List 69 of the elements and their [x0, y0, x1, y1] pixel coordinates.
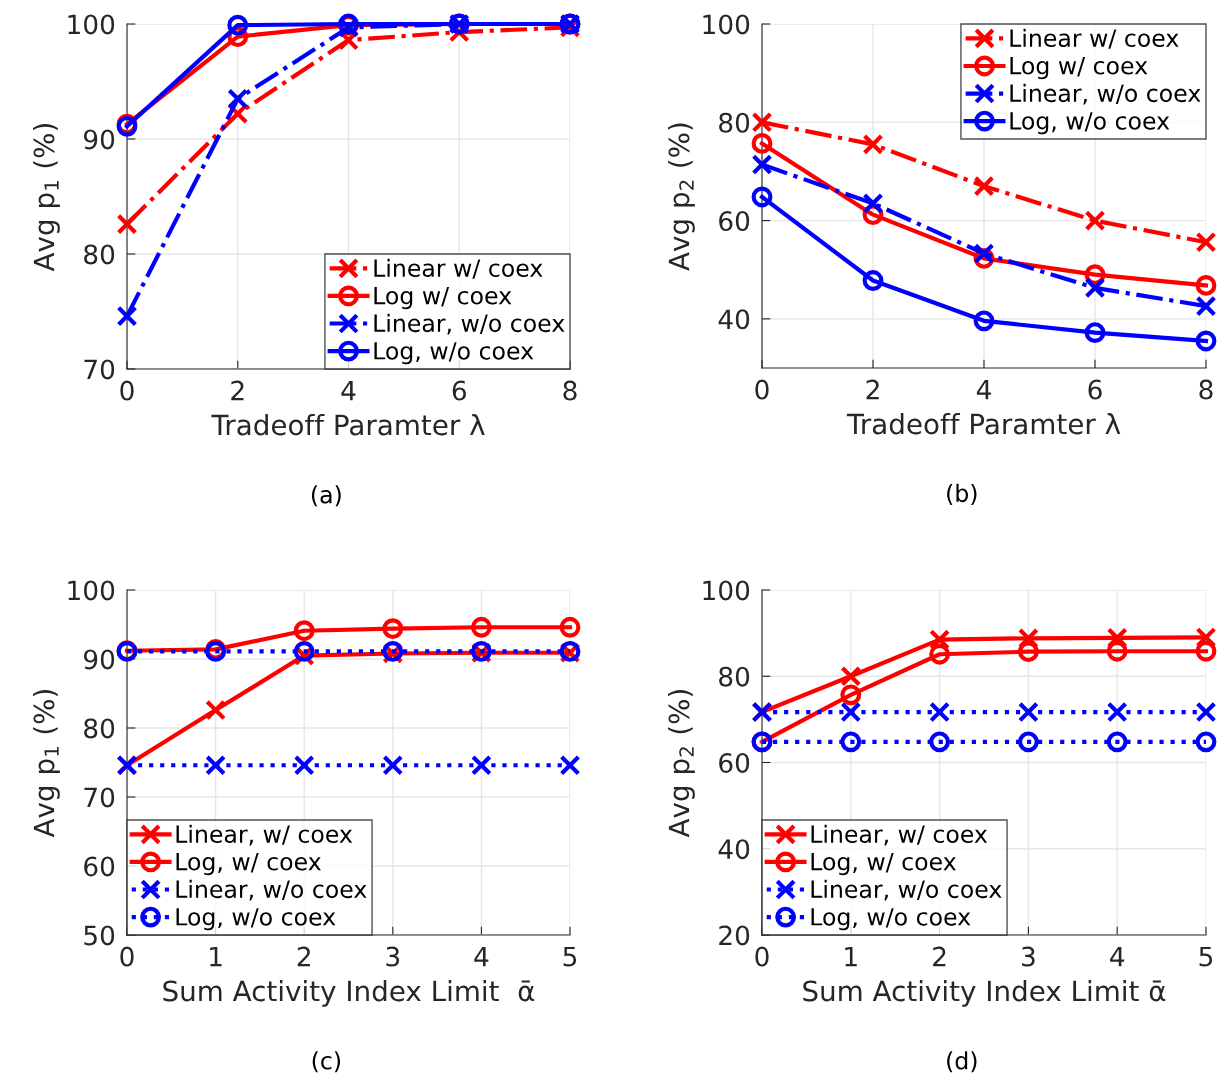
- legend-label: Linear w/ coex: [374, 258, 543, 279]
- x-tick-label: 1: [845, 946, 857, 967]
- x-tick-label: 0: [120, 380, 134, 401]
- legend-label: Linear, w/o coex: [176, 879, 367, 901]
- y-tick-label: 80: [719, 666, 750, 687]
- text: (a): [311, 485, 341, 507]
- y-tick-label: 100: [703, 580, 750, 601]
- y-tick-label: 80: [719, 112, 750, 133]
- legend-label: Linear, w/o coex: [374, 313, 565, 335]
- y-tick-label: 60: [84, 856, 115, 877]
- x-tick-label: 2: [933, 946, 946, 967]
- x-tick-label: 2: [866, 379, 879, 400]
- y-tick-label: 40: [718, 309, 750, 330]
- legend-label: Log, w/o coex: [811, 908, 971, 931]
- y-tick-label: 100: [68, 580, 115, 601]
- x-axis-title: Tradeoff Paramter λ: [846, 412, 1121, 435]
- y-tick-label: 60: [719, 752, 750, 773]
- y-tick-label: 20: [719, 925, 750, 946]
- legend-label: Log, w/ coex: [176, 853, 321, 876]
- x-tick-label: 4: [976, 379, 991, 400]
- x-tick-label: 0: [755, 379, 769, 400]
- y-tick-label: 90: [83, 649, 115, 670]
- legend-label: Linear, w/o coex: [1010, 83, 1201, 105]
- x-tick-label: 0: [755, 946, 769, 967]
- y-axis-title: Avg p$_{1}$ (%): [33, 124, 60, 272]
- legend-label: Linear w/ coex: [1010, 28, 1179, 49]
- y-axis-title: Avg p$_{2}$ (%): [668, 123, 695, 271]
- x-tick-label: 4: [474, 946, 489, 967]
- x-tick-label: 3: [1022, 946, 1035, 967]
- x-tick-label: 6: [1088, 379, 1102, 400]
- legend-label: Log, w/o coex: [374, 342, 534, 365]
- text: (d): [947, 1051, 977, 1073]
- y-tick-label: 40: [718, 839, 750, 860]
- legend-label: Linear, w/o coex: [811, 879, 1002, 901]
- x-tick-label: 1: [210, 946, 222, 967]
- text: (b): [947, 483, 977, 505]
- x-tick-label: 2: [231, 380, 244, 401]
- x-tick-label: 3: [386, 946, 400, 967]
- y-tick-label: 90: [83, 129, 115, 150]
- x-tick-label: 8: [1199, 379, 1213, 400]
- legend-label: Log w/ coex: [1010, 57, 1148, 80]
- y-tick-label: 50: [84, 925, 115, 946]
- x-axis-title: Sum Activity Index Limit ᾱ: [163, 979, 535, 1007]
- y-tick-label: 70: [84, 787, 115, 808]
- x-tick-label: 2: [297, 946, 310, 967]
- x-tick-label: 6: [452, 380, 466, 401]
- legend-label: Log w/ coex: [374, 287, 512, 310]
- y-tick-label: 100: [68, 14, 115, 35]
- legend-label: Linear, w/ coex: [811, 824, 988, 846]
- legend-label: Log, w/ coex: [811, 853, 956, 876]
- x-tick-label: 5: [563, 946, 577, 967]
- y-axis-title: Avg p$_{2}$ (%): [668, 690, 695, 838]
- x-axis-title: Tradeoff Paramter λ: [211, 413, 485, 436]
- text: (c): [312, 1051, 341, 1073]
- x-tick-label: 8: [563, 380, 577, 401]
- y-tick-label: 80: [84, 244, 115, 265]
- y-tick-label: 80: [84, 718, 115, 739]
- legend-label: Log, w/o coex: [1010, 112, 1170, 135]
- x-tick-label: 4: [1110, 946, 1125, 967]
- y-tick-label: 70: [84, 359, 115, 380]
- y-tick-label: 100: [703, 14, 750, 35]
- y-tick-label: 60: [719, 211, 750, 231]
- legend-label: Linear, w/ coex: [176, 824, 353, 846]
- x-tick-label: 5: [1199, 946, 1213, 967]
- x-axis-title: Sum Activity Index Limit ᾱ: [803, 979, 1166, 1007]
- legend-label: Log, w/o coex: [176, 908, 336, 931]
- y-axis-title: Avg p$_{1}$ (%): [33, 690, 60, 838]
- x-tick-label: 4: [341, 380, 356, 401]
- x-tick-label: 0: [120, 946, 134, 967]
